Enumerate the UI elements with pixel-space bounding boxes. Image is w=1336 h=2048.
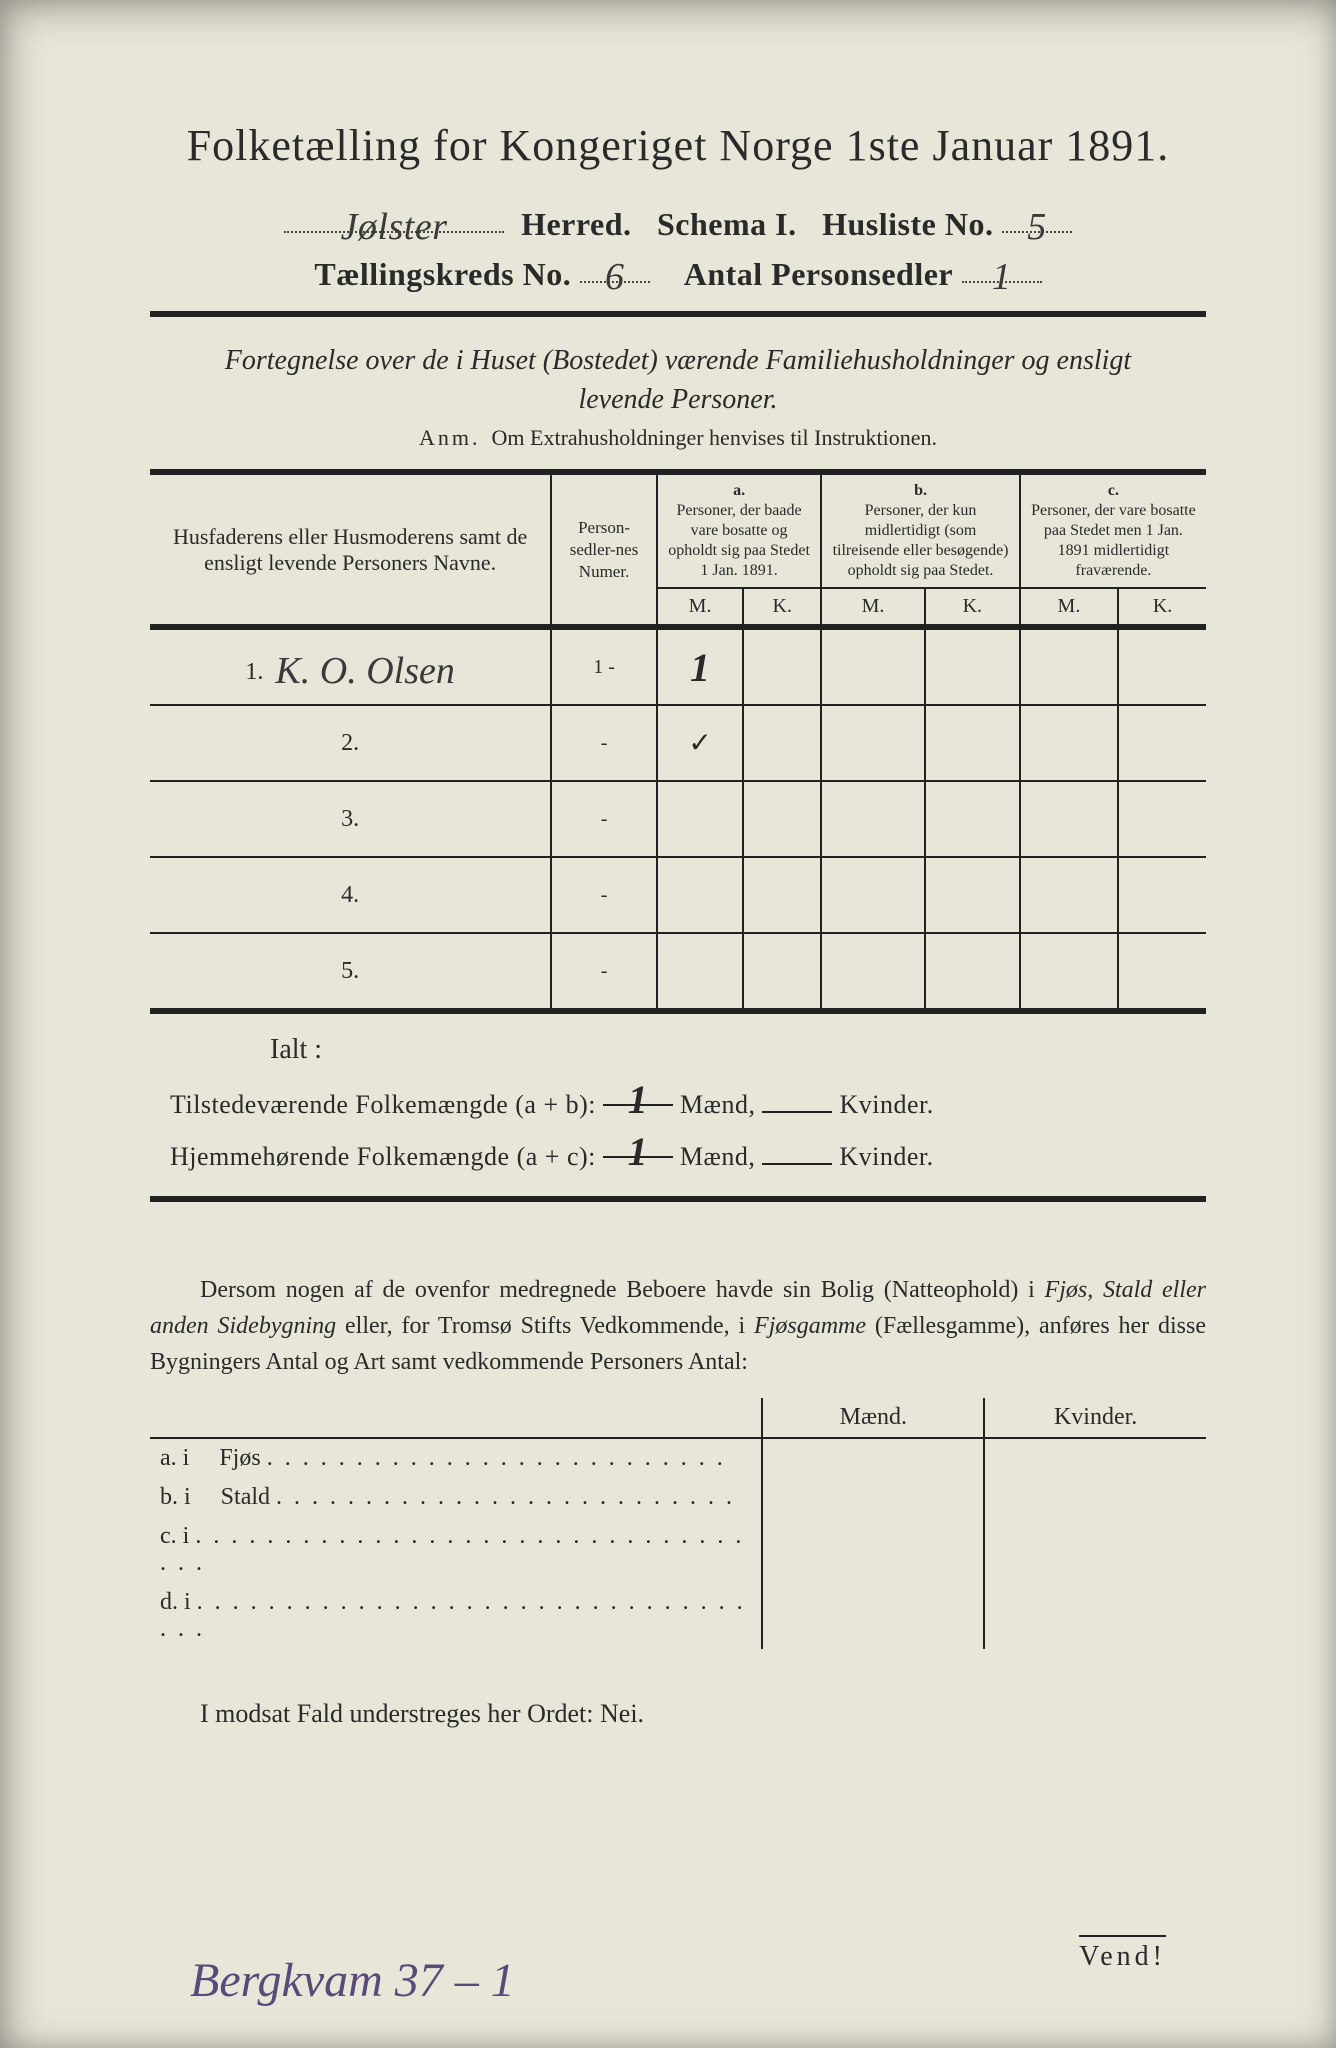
census-form-page: Folketælling for Kongeriget Norge 1ste J… (0, 0, 1336, 2048)
row-2: 2. (150, 705, 551, 781)
row-4: 4. (150, 857, 551, 933)
col-header-c: c.Personer, der vare bosatte paa Stedet … (1020, 472, 1206, 588)
antal-label: Antal Personsedler (684, 256, 953, 292)
summary-resident: Hjemmehørende Folkemængde (a + c): 1 Mæn… (170, 1128, 1206, 1172)
subtitle: Fortegnelse over de i Huset (Bostedet) v… (190, 341, 1166, 419)
divider-2 (150, 1196, 1206, 1202)
row-1-am: 1 (657, 627, 743, 705)
row-1-bk (925, 627, 1020, 705)
col-header-num: Person-sedler-nes Numer. (551, 472, 657, 627)
row-2-am: ✓ (657, 705, 743, 781)
bottom-kvinder: Kvinder. (984, 1398, 1206, 1438)
row-2-bk (925, 705, 1020, 781)
main-table: Husfaderens eller Husmoderens samt de en… (150, 469, 1206, 1014)
subhead-c-k: K. (1118, 588, 1206, 627)
row-1: 1. K. O. Olsen (150, 627, 551, 705)
col-header-b: b.Personer, der kun midlertidigt (som ti… (821, 472, 1020, 588)
ialt-label: Ialt : (270, 1034, 1206, 1066)
row-2-ak (743, 705, 821, 781)
handwritten-footnote: Bergkvam 37 – 1 (190, 1953, 515, 2008)
header-line-3: Tællingskreds No. 6 Antal Personsedler 1 (150, 251, 1206, 293)
subhead-b-k: K. (925, 588, 1020, 627)
nei-line: I modsat Fald understreges her Ordet: Ne… (150, 1699, 1206, 1729)
outbuilding-table: Mænd. Kvinder. a. i Fjøs . . . . . . . .… (150, 1398, 1206, 1649)
herred-value: Jølster (341, 206, 448, 248)
row-1-num: 1 - (551, 627, 657, 705)
explanatory-paragraph: Dersom nogen af de ovenfor medregnede Be… (150, 1272, 1206, 1380)
schema-label: Schema I. (657, 206, 797, 242)
row-2-bm (821, 705, 925, 781)
vend-label: Vend! (1079, 1935, 1166, 1973)
kreds-label: Tællingskreds No. (314, 256, 571, 292)
subhead-c-m: M. (1020, 588, 1118, 627)
row-3-num: - (551, 781, 657, 857)
row-2-num: - (551, 705, 657, 781)
antal-value: 1 (992, 256, 1012, 298)
col-header-a: a.Personer, der baade vare bosatte og op… (657, 472, 821, 588)
header-line-2: Jølster Herred. Schema I. Husliste No. 5 (150, 201, 1206, 243)
subhead-a-m: M. (657, 588, 743, 627)
husliste-label: Husliste No. (822, 206, 993, 242)
divider (150, 311, 1206, 317)
anm-text: Om Extrahusholdninger henvises til Instr… (492, 425, 937, 450)
row-4-num: - (551, 857, 657, 933)
row-b: b. i Stald . . . . . . . . . . . . . . .… (150, 1478, 762, 1517)
row-2-cm (1020, 705, 1118, 781)
row-2-ck (1118, 705, 1206, 781)
row-1-ck (1118, 627, 1206, 705)
row-1-bm (821, 627, 925, 705)
row-c: c. i . . . . . . . . . . . . . . . . . .… (150, 1517, 762, 1583)
row-d: d. i . . . . . . . . . . . . . . . . . .… (150, 1583, 762, 1649)
page-title: Folketælling for Kongeriget Norge 1ste J… (150, 120, 1206, 171)
row-3: 3. (150, 781, 551, 857)
summary-present: Tilstedeværende Folkemængde (a + b): 1 M… (170, 1076, 1206, 1120)
col-header-name: Husfaderens eller Husmoderens samt de en… (150, 472, 551, 627)
row-a: a. i Fjøs . . . . . . . . . . . . . . . … (150, 1438, 762, 1478)
bottom-maend: Mænd. (762, 1398, 984, 1438)
row-1-ak (743, 627, 821, 705)
subhead-a-k: K. (743, 588, 821, 627)
herred-label: Herred. (521, 206, 631, 242)
subhead-b-m: M. (821, 588, 925, 627)
row-1-cm (1020, 627, 1118, 705)
row-5-num: - (551, 933, 657, 1011)
annotation-line: Anm. Om Extrahusholdninger henvises til … (150, 425, 1206, 451)
kreds-value: 6 (605, 256, 625, 298)
anm-label: Anm. (419, 425, 481, 450)
row-5: 5. (150, 933, 551, 1011)
husliste-value: 5 (1027, 206, 1047, 248)
